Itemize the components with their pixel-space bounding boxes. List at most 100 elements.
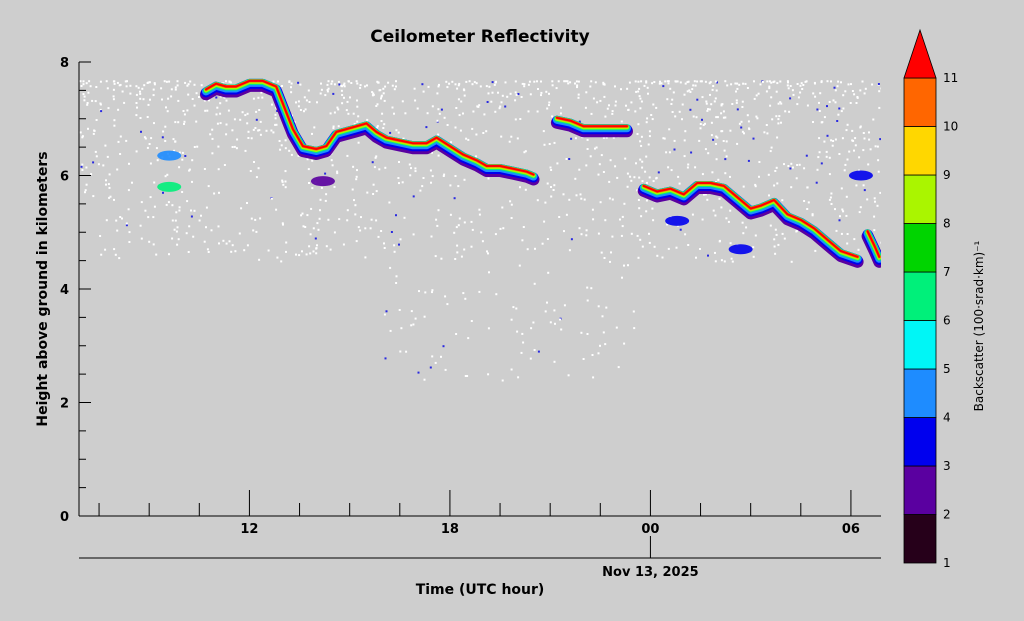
noise-dot — [859, 206, 862, 209]
noise-dot — [281, 222, 284, 225]
noise-dot — [805, 154, 808, 157]
noise-dot — [648, 135, 651, 138]
noise-dot — [714, 97, 717, 100]
noise-dot — [333, 185, 336, 188]
noise-dot — [375, 219, 378, 222]
noise-dot — [143, 84, 146, 87]
noise-dot — [527, 83, 530, 86]
noise-dot — [636, 133, 639, 135]
noise-dot — [301, 212, 304, 215]
noise-dot — [355, 80, 358, 83]
noise-dot — [436, 119, 439, 122]
noise-dot — [658, 82, 661, 85]
noise-dot — [458, 114, 461, 117]
noise-dot — [443, 173, 446, 176]
noise-dot — [586, 138, 589, 141]
noise-dot — [652, 180, 655, 183]
noise-dot — [636, 189, 639, 192]
noise-dot — [97, 163, 100, 166]
noise-dot — [295, 101, 297, 104]
noise-dot — [720, 259, 723, 262]
noise-dot — [499, 227, 502, 230]
noise-dot — [792, 93, 795, 96]
noise-dot — [434, 361, 437, 364]
noise-dot — [211, 128, 214, 131]
noise-dot — [720, 112, 723, 115]
noise-dot — [579, 193, 582, 196]
noise-dot — [191, 159, 194, 162]
noise-dot — [768, 80, 771, 83]
colorbar-tick-label: 6 — [943, 314, 951, 328]
noise-dot — [430, 181, 432, 184]
noise-dot — [659, 80, 661, 83]
noise-dot — [740, 120, 743, 123]
noise-dot — [741, 130, 744, 133]
noise-dot — [769, 224, 772, 227]
noise-dot — [721, 103, 724, 106]
noise-dot — [823, 140, 826, 143]
noise-dot — [877, 159, 880, 162]
noise-dot — [207, 185, 210, 188]
noise-dot — [662, 85, 665, 88]
noise-dot — [355, 240, 358, 243]
noise-dot — [639, 107, 642, 110]
noise-dot — [533, 349, 536, 351]
noise-dot — [803, 167, 806, 170]
noise-dot — [384, 166, 387, 169]
noise-dot — [346, 100, 349, 103]
noise-dot — [581, 136, 584, 139]
noise-dot — [398, 243, 400, 246]
cloud-fragment — [157, 181, 182, 192]
noise-dot — [676, 80, 679, 83]
noise-dot — [356, 120, 359, 123]
noise-dot — [690, 151, 693, 154]
noise-dot — [748, 128, 751, 131]
noise-dot — [458, 217, 461, 220]
noise-dot — [548, 101, 551, 104]
y-axis-ticks: 0 2 4 6 8 — [60, 56, 91, 525]
noise-dot — [640, 135, 643, 138]
noise-dot — [743, 132, 745, 135]
noise-dot — [604, 219, 607, 222]
noise-dot — [487, 92, 490, 95]
noise-dot — [246, 122, 249, 125]
noise-dot — [738, 122, 741, 125]
x-axis-title: Time (UTC hour) — [416, 582, 545, 598]
noise-dot — [184, 81, 187, 84]
noise-dot — [383, 242, 385, 245]
noise-dot — [487, 252, 489, 255]
colorbar: 1 2 3 4 5 6 7 8 9 10 11 — [903, 28, 958, 570]
noise-dot — [814, 95, 817, 98]
noise-dot — [337, 80, 340, 83]
noise-dot — [108, 196, 111, 199]
noise-dot — [395, 275, 398, 278]
noise-dot — [879, 191, 881, 194]
noise-dot — [304, 108, 307, 111]
noise-dot — [193, 146, 196, 148]
noise-dot — [217, 145, 220, 148]
noise-dot — [90, 173, 93, 176]
noise-dot — [686, 166, 689, 169]
cloud-layer-1-band — [205, 79, 535, 176]
noise-dot — [851, 90, 854, 92]
noise-dot — [143, 136, 146, 139]
noise-dot — [83, 99, 86, 102]
noise-dot — [178, 166, 181, 169]
noise-dot — [546, 301, 548, 304]
noise-dot — [564, 80, 567, 83]
noise-dot — [465, 80, 468, 83]
noise-dot — [583, 198, 586, 201]
noise-dot — [243, 249, 246, 252]
noise-dot — [254, 127, 257, 129]
cloud-layer-4-band — [866, 230, 881, 258]
noise-dot — [582, 358, 585, 360]
noise-dot — [597, 173, 600, 176]
noise-dot — [557, 80, 560, 83]
noise-dot — [878, 90, 881, 93]
noise-dot — [325, 245, 328, 248]
noise-dot — [176, 84, 179, 87]
noise-dot — [153, 122, 155, 125]
noise-dot — [592, 218, 595, 221]
noise-dot — [254, 218, 257, 221]
noise-dot — [806, 104, 809, 107]
